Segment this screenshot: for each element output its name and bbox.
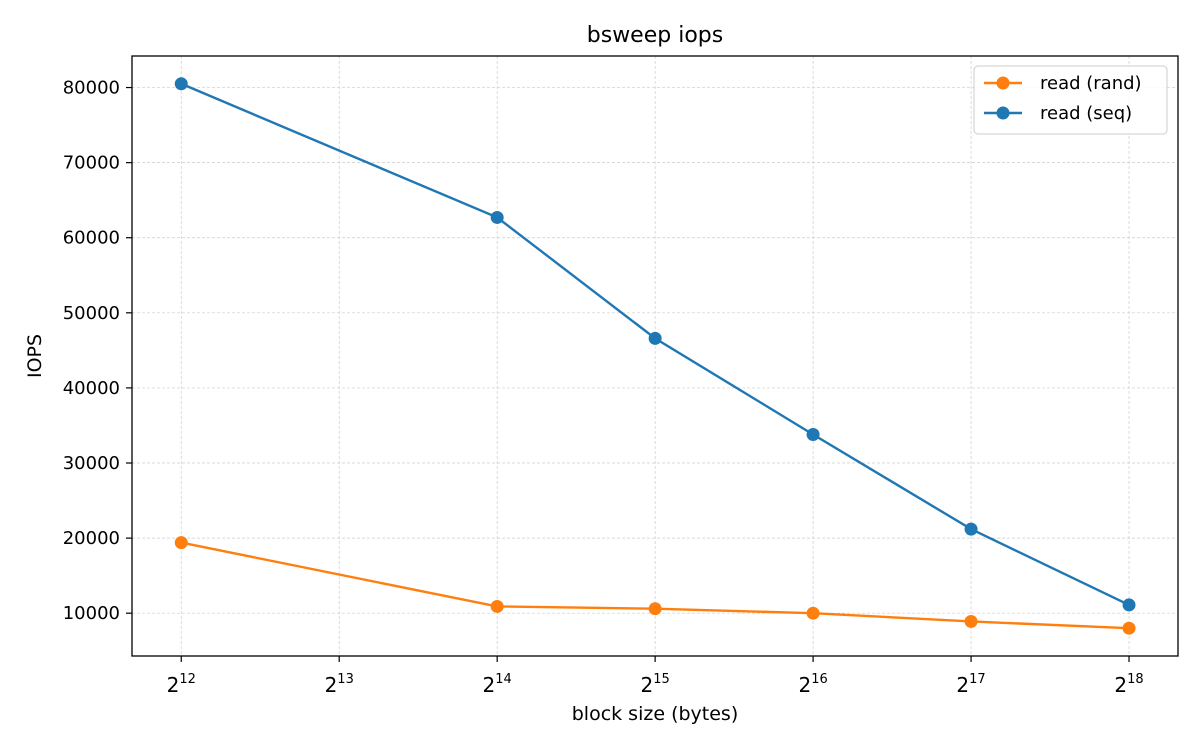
x-axis-label: block size (bytes)	[572, 703, 739, 725]
legend-box	[973, 65, 1168, 135]
y-axis-label: IOPS	[24, 334, 46, 378]
y-tick-label: 60000	[63, 228, 120, 249]
legend-label: read (rand)	[1040, 73, 1142, 94]
x-tick-label: 218	[1114, 672, 1143, 697]
y-tick-label: 10000	[63, 603, 120, 624]
x-tick-label: 213	[325, 672, 354, 697]
legend: read (rand) read (seq)	[973, 65, 1168, 135]
data-point-read-rand	[174, 536, 188, 550]
x-tick-label: 215	[640, 672, 669, 697]
x-tick-label: 214	[483, 672, 512, 697]
data-point-read-seq	[964, 522, 978, 536]
data-point-read-seq	[806, 427, 820, 441]
data-point-read-rand	[648, 602, 662, 616]
legend-label: read (seq)	[1040, 103, 1132, 124]
data-point-read-rand	[490, 599, 504, 613]
legend-marker	[996, 76, 1010, 90]
data-point-read-rand	[806, 606, 820, 620]
data-point-read-rand	[1122, 621, 1136, 635]
y-axis: 10000 20000 30000 40000 50000 60000 70000 80000	[63, 78, 132, 624]
data-point-read-seq	[174, 77, 188, 91]
data-point-read-seq	[1122, 598, 1136, 612]
series-line-read-seq	[180, 82, 1130, 607]
y-tick-label: 20000	[63, 528, 120, 549]
y-tick-label: 80000	[63, 78, 120, 99]
data-point-read-seq	[648, 331, 662, 345]
y-tick-label: 40000	[63, 378, 120, 399]
legend-marker	[996, 106, 1010, 120]
data-point-read-rand	[964, 614, 978, 628]
x-tick-label: 217	[956, 672, 985, 697]
series-line-read-rand	[181, 541, 1130, 630]
chart-title: bsweep iops	[587, 23, 723, 48]
y-tick-label: 70000	[63, 153, 120, 174]
y-tick-label: 50000	[63, 303, 120, 324]
y-tick-label: 30000	[63, 453, 120, 474]
x-tick-label: 216	[798, 672, 827, 697]
x-axis: 212 213 214 215 216 217 218	[167, 656, 1144, 697]
x-tick-label: 212	[167, 672, 196, 697]
data-point-read-seq	[490, 210, 504, 224]
series-layer	[174, 77, 1136, 635]
